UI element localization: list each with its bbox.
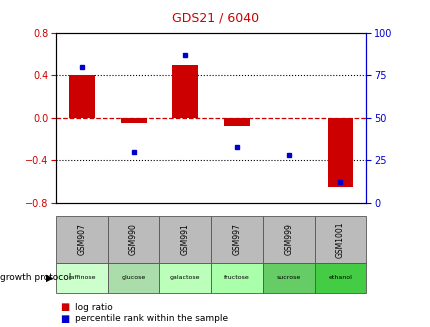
Text: percentile rank within the sample: percentile rank within the sample	[75, 314, 228, 323]
Bar	[172, 64, 198, 118]
Text: glucose: glucose	[121, 275, 145, 281]
Bar	[224, 118, 249, 126]
Bar	[69, 75, 95, 118]
Text: GSM907: GSM907	[77, 224, 86, 255]
Text: ■: ■	[60, 314, 69, 324]
Text: ▶: ▶	[46, 273, 53, 283]
Text: ethanol: ethanol	[328, 275, 352, 281]
Text: raffinose: raffinose	[68, 275, 95, 281]
Text: GSM997: GSM997	[232, 224, 241, 255]
Text: fructose: fructose	[224, 275, 249, 281]
Text: GDS21 / 6040: GDS21 / 6040	[172, 11, 258, 25]
Text: GSM991: GSM991	[181, 224, 189, 255]
Text: ■: ■	[60, 302, 69, 312]
Text: log ratio: log ratio	[75, 303, 113, 312]
Text: growth protocol: growth protocol	[0, 273, 71, 283]
Bar	[327, 118, 353, 187]
Text: GSM999: GSM999	[284, 224, 292, 255]
Text: GSM990: GSM990	[129, 224, 138, 255]
Bar	[120, 118, 146, 123]
Text: galactose: galactose	[170, 275, 200, 281]
Text: GSM1001: GSM1001	[335, 221, 344, 258]
Text: sucrose: sucrose	[276, 275, 300, 281]
